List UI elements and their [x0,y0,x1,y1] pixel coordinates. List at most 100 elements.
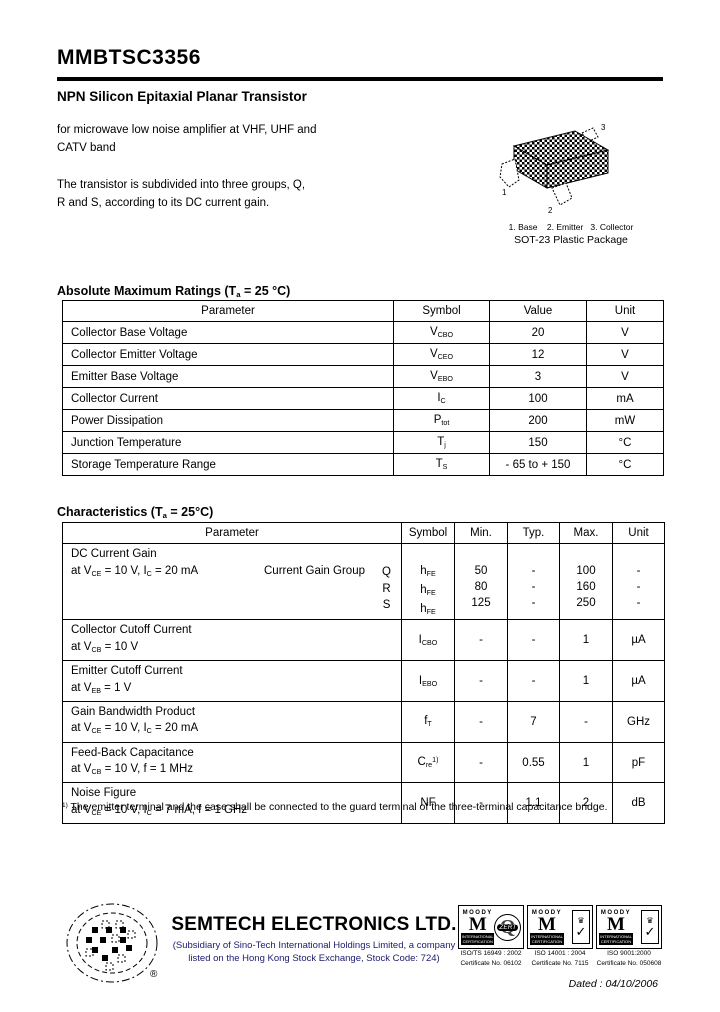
condition-text: at VCE = 10 V, IC = 20 mA [71,564,199,578]
title-divider [57,77,663,81]
parameter-cell: Collector Emitter Voltage [62,343,394,366]
cell-value: - [531,565,536,577]
moody-mark: MOODY M INTERNATIONAL CERTIFICATION [530,910,564,945]
symbol-cell: Cre1) [401,741,455,784]
column-header: Unit [586,300,664,322]
cell-value: 125 [471,597,491,609]
cell-value: 1 [582,675,590,688]
cell-value: fT [424,715,432,729]
moody-org-label: INTERNATIONAL CERTIFICATION [530,932,564,945]
application-paragraph: for microwave low noise amplifier at VHF… [57,124,317,154]
page-title: MMBTSC3356 [57,46,201,69]
cert-standard-label: ISO 14001 : 2004 [534,950,586,957]
column-header: Unit [612,522,665,544]
value-cell: 20 [489,321,587,344]
column-header: Min. [454,522,508,544]
gain-groups-paragraph: The transistor is subdivided into three … [57,179,306,209]
unit-cell: pF [612,741,665,784]
unit-cell: V [586,343,664,366]
moody-mark: MOODY M INTERNATIONAL CERTIFICATION [461,909,495,945]
symbol-cell: Tj [393,431,490,454]
parameter-cell: Feed-Back Capacitance at VCB = 10 V, f = … [62,741,402,784]
company-name: SEMTECH ELECTRONICS LTD. [171,914,457,935]
parameter-cell: Emitter Base Voltage [62,365,394,388]
cell-value: NF [420,797,436,810]
condition-text: at VCB = 10 V [71,640,139,654]
min-cell: - [454,700,508,743]
table-row: Collector Emitter Voltage VCEO 12 V [62,343,664,366]
characteristics-table: Parameter Symbol Min. Typ. Max. Unit DC Curre… [62,522,665,825]
typ-cell: - [507,660,560,702]
parameter-condition: at VCE = 10 V, IC = 7 mA, f = 1 GHz [71,802,393,821]
parameter-condition: at VEB = 1 V [71,680,393,699]
abs-max-heading: Absolute Maximum Ratings (Ta = 25 °C) [57,284,291,299]
unit-cell: V [586,321,664,344]
unit-cell: mW [586,409,664,432]
condition-text: at VEB = 1 V [71,681,132,695]
max-cell: 1 [559,619,613,662]
registered-trademark: ® [150,969,158,980]
parameter-condition: at VCB = 10 V [71,639,393,658]
parameter-cell: DC Current Gain at VCE = 10 V, IC = 20 mA… [62,542,402,621]
cell-value: 100 [576,565,596,577]
cell-value: 1 [582,756,590,769]
max-cell: - [559,700,613,743]
cell-value: dB [631,797,646,810]
cell-value: µA [631,634,646,647]
table-row: Power Dissipation Ptot 200 mW [62,409,664,432]
group-letter: Q [382,566,391,578]
accreditation-badge-icon: ♛ ✓ [641,910,659,944]
certification: MOODY M INTERNATIONAL CERTIFICATION ♛ ✓ ISO 1… [527,905,593,968]
symbol-cell: ICBO [401,619,455,662]
cell-value: - [584,715,588,728]
moody-m-icon: M [538,913,556,935]
value-cell: 12 [489,343,587,366]
certification-box: MOODY M INTERNATIONAL CERTIFICATION ♛ ✓ [527,905,593,949]
table-row: Gain Bandwidth Product at VCE = 10 V, IC … [62,700,665,743]
table-row: Junction Temperature Tj 150 °C [62,431,664,454]
moody-m-icon: M [607,913,625,935]
value-cell: 100 [489,387,587,410]
moody-org-label: INTERNATIONAL CERTIFICATION [461,932,495,945]
parameter-condition: at VCE = 10 V, IC = 20 mA [71,720,393,739]
cell-value: 2 [582,797,590,810]
cert-standard-label: ISO/TS 16949 : 2002 [460,950,522,957]
cell-value: - [479,715,483,728]
max-cell: 1 [559,660,613,702]
table-row: Feed-Back Capacitance at VCB = 10 V, f = … [62,741,665,784]
accreditation-badge-icon: ♛ ✓ [572,910,590,944]
company-subsidiary-note: (Subsidiary of Sino-Tech International H… [172,940,456,964]
parameter-cell: Collector Current [62,387,394,410]
symbol-cell: hFE hFE hFE [401,542,455,621]
footnote: 1) The emitter terminal and the case sha… [62,801,608,813]
pin-2-number: 2 [548,206,553,214]
parameter-cell: Gain Bandwidth Product at VCE = 10 V, IC … [62,700,402,743]
cell-value: IEBO [418,674,438,688]
moody-brand-label: MOODY [462,909,493,916]
column-header: Max. [559,522,613,544]
moody-mark: MOODY M INTERNATIONAL CERTIFICATION [599,910,633,945]
unit-cell: mA [586,387,664,410]
characteristics-header-row: Parameter Symbol Min. Typ. Max. Unit [62,522,665,544]
check-icon: ✓ [575,924,587,939]
parameter-name: Feed-Back Capacitance [71,746,194,759]
dated-label: Dated : 04/10/2006 [568,978,658,990]
column-header: Value [489,300,587,322]
parameter-name: Collector Cutoff Current [71,624,192,637]
min-cell: 50 80 125 [454,542,508,621]
symbol-cell: Ptot [393,409,490,432]
unit-cell: µA [612,660,665,702]
condition-text: at VCE = 10 V, IC = 20 mA [71,722,199,736]
cell-value: - [636,597,641,609]
symbol-cell: IC [393,387,490,410]
cell-value: 7 [530,715,537,728]
crown-icon: ♛ [646,916,654,925]
group-label: Current Gain Group [264,564,365,577]
column-header: Parameter [62,522,402,544]
max-cell: 1 [559,741,613,784]
cell-value: hFE [420,583,436,597]
symbol-cell: TS [393,453,490,476]
